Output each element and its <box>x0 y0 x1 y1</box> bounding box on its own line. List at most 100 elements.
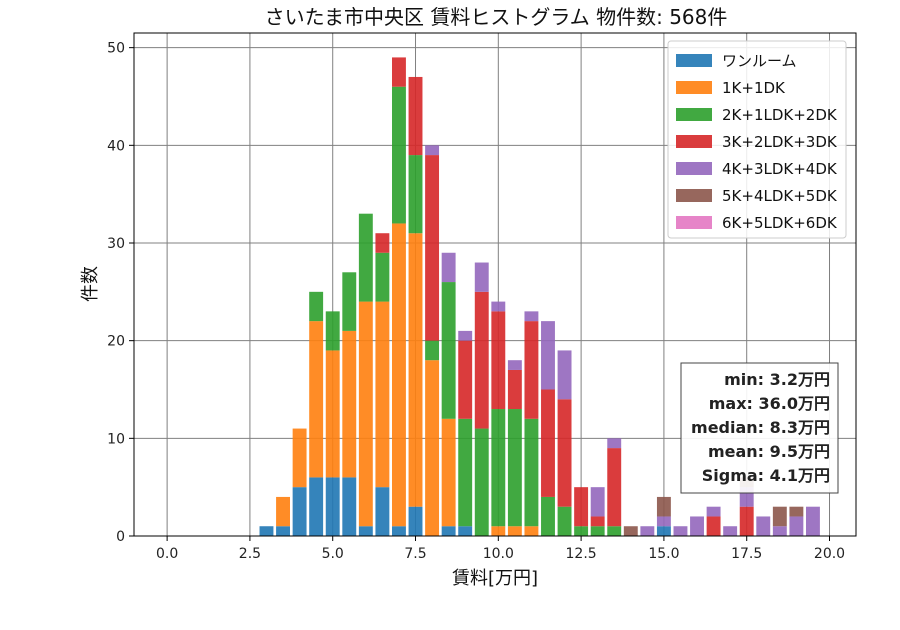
bar-2-20 <box>590 526 605 536</box>
bar-2-5 <box>342 272 357 331</box>
legend-swatch <box>676 54 712 67</box>
bar-4-18 <box>557 350 572 400</box>
bar-3-10 <box>425 155 440 341</box>
bar-1-4 <box>325 350 340 478</box>
bar-1-16 <box>524 526 539 536</box>
bar-0-4 <box>325 477 340 536</box>
legend-swatch <box>676 189 712 202</box>
bar-4-24 <box>656 516 671 527</box>
bar-3-29 <box>739 506 754 536</box>
legend-swatch <box>676 135 712 148</box>
x-tick-label: 10.0 <box>483 546 514 562</box>
bar-4-28 <box>723 526 738 536</box>
y-tick-label: 0 <box>116 529 125 545</box>
bar-4-25 <box>673 526 688 536</box>
legend-swatch <box>676 162 712 175</box>
y-tick-label: 20 <box>107 334 125 350</box>
bar-4-16 <box>524 311 539 322</box>
bar-4-27 <box>706 506 721 517</box>
bar-4-26 <box>690 516 704 536</box>
bar-2-18 <box>557 506 572 536</box>
legend-swatch <box>676 216 712 229</box>
bar-5-24 <box>656 496 671 517</box>
bar-4-15 <box>507 360 522 370</box>
stats-line: Sigma: 4.1万円 <box>702 466 830 485</box>
legend-label: 4K+3LDK+4DK <box>722 160 838 178</box>
stats-line: max: 36.0万円 <box>709 394 830 413</box>
bar-3-18 <box>557 399 572 507</box>
bar-1-8 <box>391 223 406 527</box>
bar-2-4 <box>325 311 340 351</box>
bar-3-7 <box>375 233 390 253</box>
bar-3-13 <box>474 291 489 429</box>
bar-1-2 <box>292 428 307 488</box>
ticks-layer: 0.0 2.5 5.0 7.5 10.0 12.5 15.0 17.5 20.0 0 10 20 30 4… <box>107 41 845 562</box>
bar-4-17 <box>541 321 555 390</box>
bar-5-32 <box>789 506 804 517</box>
bar-2-16 <box>524 418 539 527</box>
x-tick-label: 20.0 <box>814 546 845 562</box>
bar-2-19 <box>574 526 589 536</box>
bar-2-11 <box>441 282 456 419</box>
bar-0-7 <box>375 487 390 536</box>
stats-line: median: 8.3万円 <box>691 418 830 437</box>
bar-0-8 <box>391 526 406 536</box>
bar-1-14 <box>491 526 506 536</box>
bar-2-17 <box>541 496 555 536</box>
y-tick-label: 50 <box>107 41 125 57</box>
legend-label: 3K+2LDK+3DK <box>722 133 838 151</box>
x-tick-label: 2.5 <box>239 546 261 562</box>
bar-2-21 <box>607 526 622 536</box>
stats-line: mean: 9.5万円 <box>708 442 830 461</box>
bar-1-11 <box>441 418 456 527</box>
bar-3-20 <box>590 516 605 527</box>
bar-1-6 <box>358 301 373 527</box>
bar-4-31 <box>772 526 787 536</box>
bar-2-10 <box>425 340 440 361</box>
y-tick-label: 10 <box>107 431 125 447</box>
bar-4-20 <box>590 487 605 517</box>
bar-0-9 <box>408 506 423 536</box>
bar-1-1 <box>276 496 290 527</box>
legend-label: 1K+1DK <box>722 79 786 97</box>
bar-3-9 <box>408 76 423 156</box>
bar-3-14 <box>491 311 506 410</box>
x-axis-title: 賃料[万円] <box>452 568 538 589</box>
bar-1-10 <box>425 360 440 536</box>
bar-0-3 <box>309 477 324 536</box>
bar-4-10 <box>425 145 440 156</box>
bar-5-31 <box>772 506 787 527</box>
bar-0-1 <box>276 526 290 536</box>
bar-3-8 <box>391 57 406 87</box>
bar-4-30 <box>756 516 771 536</box>
bar-1-7 <box>375 301 390 488</box>
stats-line: min: 3.2万円 <box>724 370 830 389</box>
bar-4-32 <box>789 516 804 536</box>
legend-label: 6K+5LDK+6DK <box>722 214 838 232</box>
bar-2-12 <box>458 418 473 527</box>
bar-3-12 <box>458 340 473 419</box>
bar-0-0 <box>259 526 274 536</box>
legend-swatch <box>676 108 712 121</box>
legend: ワンルーム 1K+1DK 2K+1LDK+2DK 3K+2LDK+3DK 4K+3LDK… <box>667 40 847 239</box>
bar-2-6 <box>358 213 373 302</box>
bar-1-5 <box>342 330 357 478</box>
stats-frame <box>680 362 839 494</box>
bar-4-33 <box>805 506 820 536</box>
x-tick-label: 7.5 <box>404 546 426 562</box>
legend-label: ワンルーム <box>722 52 797 70</box>
bar-3-21 <box>607 448 622 527</box>
bar-0-11 <box>441 526 456 536</box>
bar-0-24 <box>656 526 671 536</box>
y-tick-label: 40 <box>107 138 125 154</box>
legend-swatch <box>676 81 712 94</box>
bar-0-12 <box>458 526 473 536</box>
legend-label: 5K+4LDK+5DK <box>722 187 838 205</box>
y-tick-label: 30 <box>107 236 125 252</box>
bar-3-19 <box>574 487 589 527</box>
bar-4-14 <box>491 301 506 312</box>
legend-label: 2K+1LDK+2DK <box>722 106 838 124</box>
bar-2-14 <box>491 409 506 527</box>
bar-2-3 <box>309 291 324 322</box>
